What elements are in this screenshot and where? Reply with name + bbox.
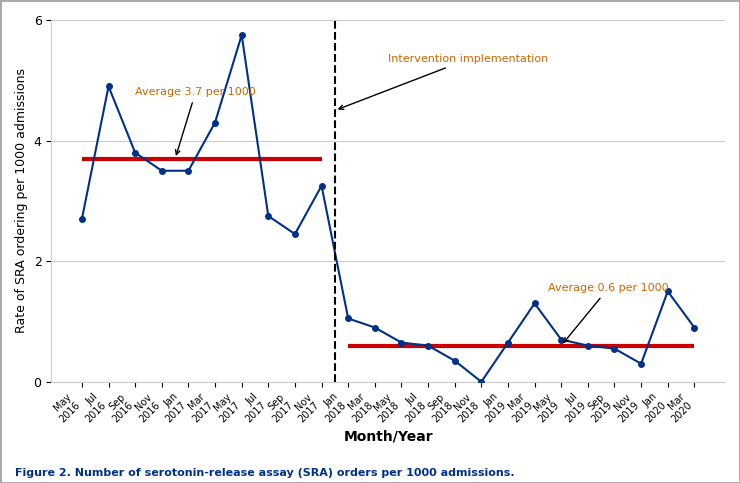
- Text: Intervention implementation: Intervention implementation: [339, 54, 548, 109]
- Text: Figure 2. Number of serotonin-release assay (SRA) orders per 1000 admissions.: Figure 2. Number of serotonin-release as…: [15, 468, 514, 478]
- Y-axis label: Rate of SRA ordering per 1000 admissions: Rate of SRA ordering per 1000 admissions: [15, 69, 28, 333]
- X-axis label: Month/Year: Month/Year: [343, 430, 433, 444]
- Text: Average 3.7 per 1000: Average 3.7 per 1000: [135, 87, 256, 155]
- Text: Average 0.6 per 1000: Average 0.6 per 1000: [548, 284, 668, 342]
